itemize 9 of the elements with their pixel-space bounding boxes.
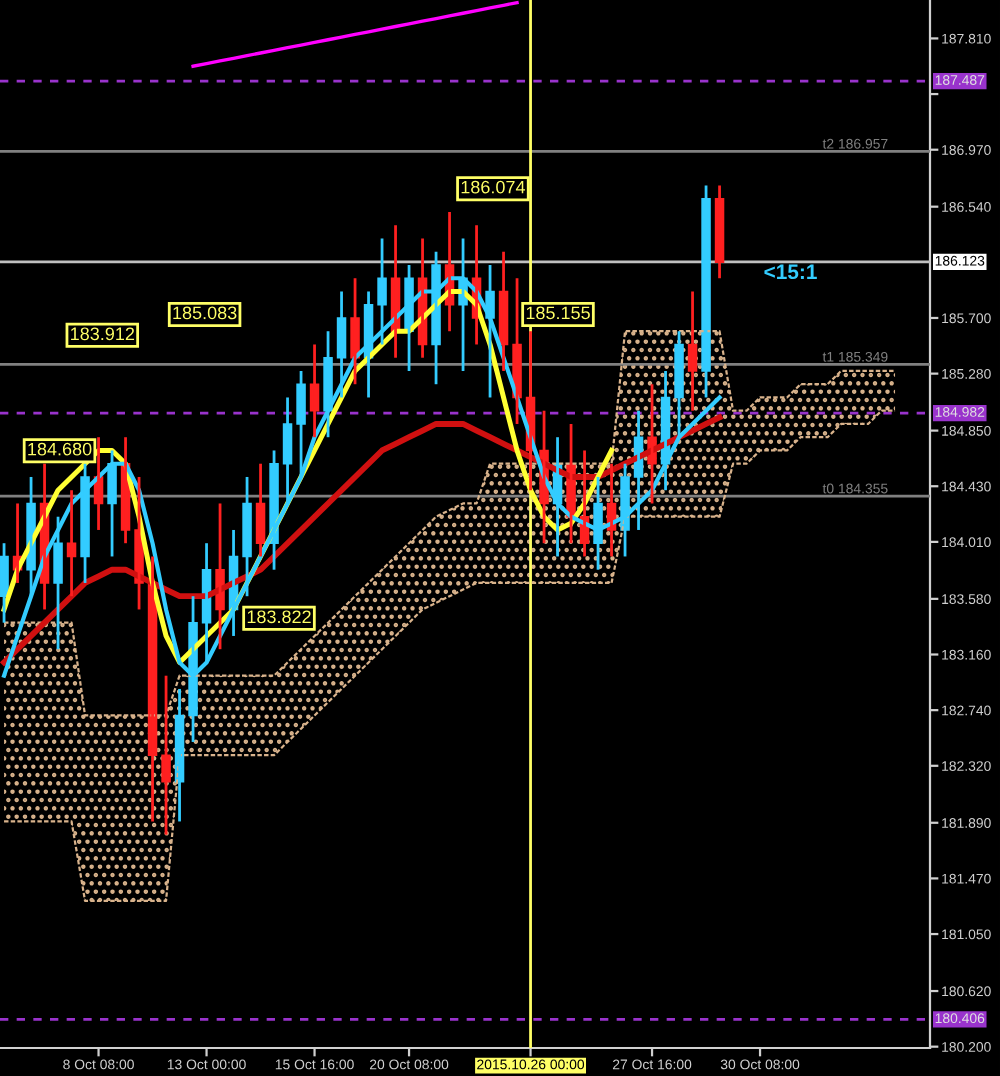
annotation: 186.074 [461, 180, 526, 194]
line-series [191, 0, 519, 68]
annotation: <15:1 [764, 264, 817, 280]
annotation: 185.083 [173, 306, 237, 320]
line-series [2, 330, 897, 717]
annotation: 184.680 [28, 442, 92, 456]
annotation: 183.912 [71, 327, 135, 341]
annotation: 185.155 [526, 306, 590, 320]
annotation: 183.822 [247, 610, 311, 624]
